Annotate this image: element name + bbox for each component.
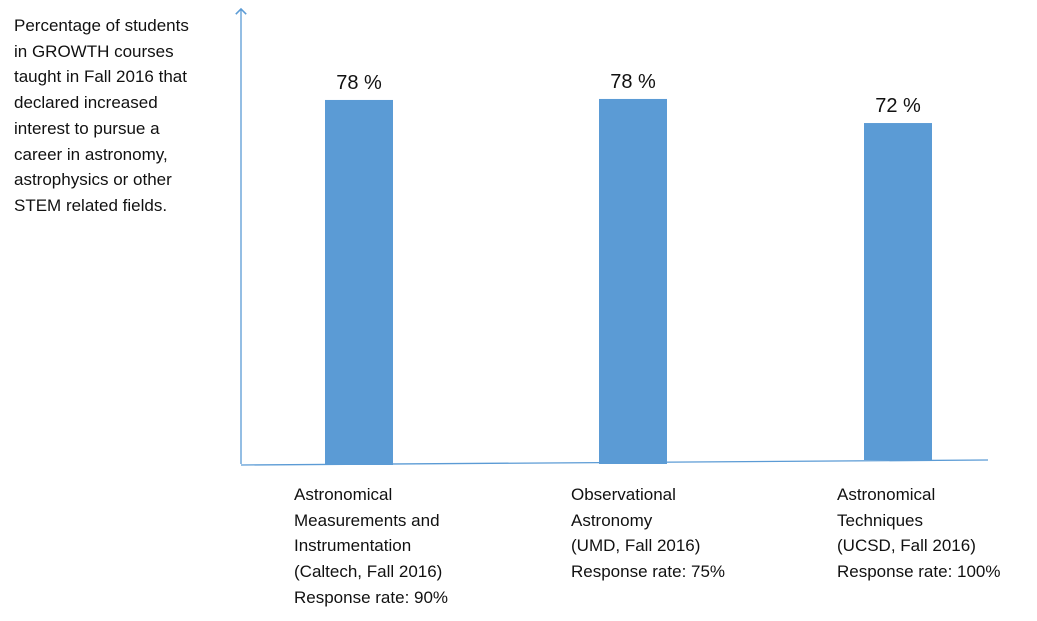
category-label-line: Astronomical	[294, 485, 393, 504]
category-label-line: (UMD, Fall 2016)	[571, 536, 701, 556]
category-label-1: Astronomical Measurements and Instrument…	[294, 482, 448, 611]
data-label-2: 78 %	[610, 71, 656, 93]
bar-series: 78 % 78 % 72 %	[325, 71, 932, 466]
category-label-line: Observational	[571, 485, 676, 504]
category-label-line: Response rate: 90%	[294, 587, 449, 607]
category-label-line: Instrumentation	[294, 536, 412, 556]
category-label-line: Astronomical	[837, 485, 936, 504]
category-label-line: (UCSD, Fall 2016)	[837, 536, 976, 556]
data-label-3: 72 %	[875, 95, 921, 117]
category-label-3: Astronomical Techniques (UCSD, Fall 2016…	[837, 482, 1001, 585]
category-label-line: Techniques	[837, 510, 924, 530]
data-label-1: 78 %	[336, 72, 382, 94]
category-label-line: Response rate: 75%	[571, 562, 726, 582]
category-label-2: Observational Astronomy (UMD, Fall 2016)…	[571, 482, 725, 585]
category-label-line: Astronomy	[571, 510, 653, 530]
category-label-line: Measurements and	[294, 510, 440, 530]
category-label-line: Response rate: 100%	[837, 562, 1001, 582]
y-axis-label: Percentage of students in GROWTH courses…	[14, 16, 189, 215]
bar-1	[325, 99, 393, 466]
bar-2	[599, 98, 667, 465]
category-label-line: (Caltech, Fall 2016)	[294, 562, 443, 582]
bar-3	[864, 123, 932, 460]
